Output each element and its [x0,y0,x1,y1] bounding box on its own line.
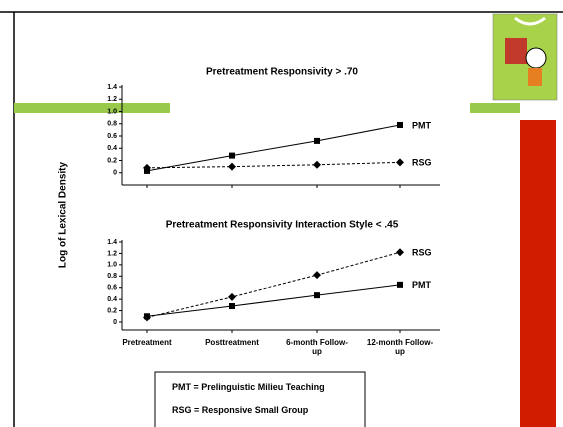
x-tick-label: Posttreatment [205,338,259,347]
legend-box [154,371,366,427]
y-tick-label: 0.4 [107,296,117,303]
y-tick-label: 1.0 [107,108,117,115]
marker [313,160,321,169]
y-tick-label: 0.4 [107,145,117,152]
series-line [146,124,401,172]
marker [313,271,321,280]
series-label: RSG [412,158,432,168]
chart-title: Pretreatment Responsivity Interaction St… [166,220,399,231]
y-tick-label: 0 [113,170,117,177]
marker [396,248,404,257]
series-label: RSG [412,248,432,258]
series-label: PMT [412,120,432,130]
y-tick-label: 0.8 [107,273,117,280]
marker [229,303,235,309]
y-tick-label: 0.6 [107,133,117,140]
marker [144,313,150,320]
series-line [146,284,401,317]
marker [397,281,403,288]
y-tick-label: 0 [113,319,117,326]
y-tick-label: 1.0 [107,262,117,269]
y-tick-label: 0.2 [107,157,117,164]
green-bar [470,103,520,113]
illustration [492,13,558,101]
y-tick-label: 1.4 [107,239,117,246]
y-axis-label: Log of Lexical Density [58,161,69,268]
series-line [146,251,401,318]
marker [397,121,403,128]
marker [228,292,236,301]
legend-text: RSG = Responsive Small Group [172,405,309,415]
chart-title: Pretreatment Responsivity > .70 [206,67,358,78]
y-tick-label: 1.2 [107,96,117,103]
y-tick-label: 0.8 [107,121,117,128]
y-tick-label: 0.2 [107,307,117,314]
series-label: PMT [412,280,432,290]
marker [314,137,320,144]
x-tick-label: 12-month Follow-up [366,338,434,356]
marker [228,162,236,171]
legend-text: PMT = Prelinguistic Milieu Teaching [172,382,325,392]
series-line [146,161,401,169]
marker [229,152,235,159]
marker [143,163,151,172]
red-bar [520,120,556,427]
x-tick-label: Pretreatment [122,338,172,347]
marker [314,292,320,299]
green-bar [14,103,170,113]
y-tick-label: 0.6 [107,285,117,292]
y-tick-label: 1.4 [107,84,117,91]
marker [396,158,404,167]
x-tick-label: 6-month Follow-up [286,338,348,356]
y-tick-label: 1.2 [107,250,117,257]
